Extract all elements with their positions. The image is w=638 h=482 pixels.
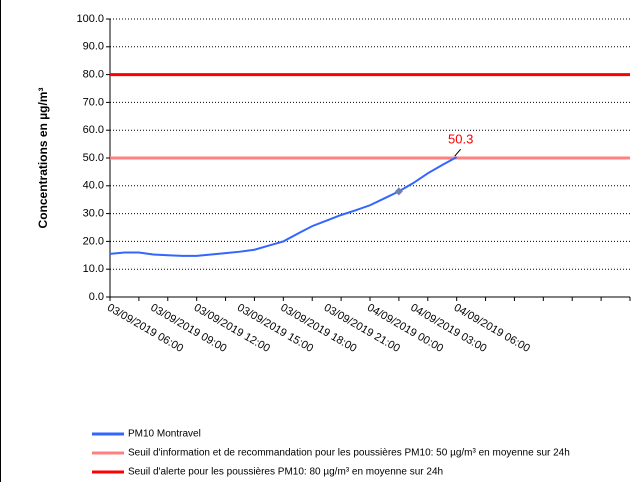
x-tick-label: 04/09/2019 03:00 (408, 302, 488, 355)
y-tick-label: 60.0 (83, 124, 104, 136)
y-tick-label: 10.0 (83, 263, 104, 275)
x-tick-label: 04/09/2019 06:00 (452, 302, 532, 355)
legend-label: Seuil d'alerte pour les poussières PM10:… (128, 467, 443, 478)
y-tick-label: 20.0 (83, 235, 104, 247)
legend-label: PM10 Montravel (128, 429, 201, 440)
y-tick-label: 30.0 (83, 208, 104, 220)
x-tick-label: 03/09/2019 21:00 (322, 302, 402, 355)
annotation-arrow (454, 148, 462, 157)
x-tick-label: 04/09/2019 00:00 (365, 302, 445, 355)
x-tick-label: 03/09/2019 15:00 (235, 302, 315, 355)
y-tick-label: 0.0 (89, 291, 104, 303)
y-tick-label: 50.0 (83, 152, 104, 164)
y-tick-label: 100.0 (76, 13, 104, 25)
x-tick-label: 03/09/2019 09:00 (148, 302, 228, 355)
legend-label: Seuil d'information et de recommandation… (128, 448, 570, 459)
y-tick-label: 90.0 (83, 41, 104, 53)
annotation: 50.3 (448, 132, 473, 147)
y-tick-label: 70.0 (83, 96, 104, 108)
point-marker (394, 187, 403, 196)
y-tick-label: 40.0 (83, 180, 104, 192)
y-axis-label: Concentrations en µg/m³ (36, 88, 50, 229)
x-tick-label: 03/09/2019 06:00 (105, 302, 185, 355)
x-tick-label: 03/09/2019 12:00 (192, 302, 272, 355)
x-tick-label: 03/09/2019 18:00 (278, 302, 358, 355)
y-tick-label: 80.0 (83, 69, 104, 81)
